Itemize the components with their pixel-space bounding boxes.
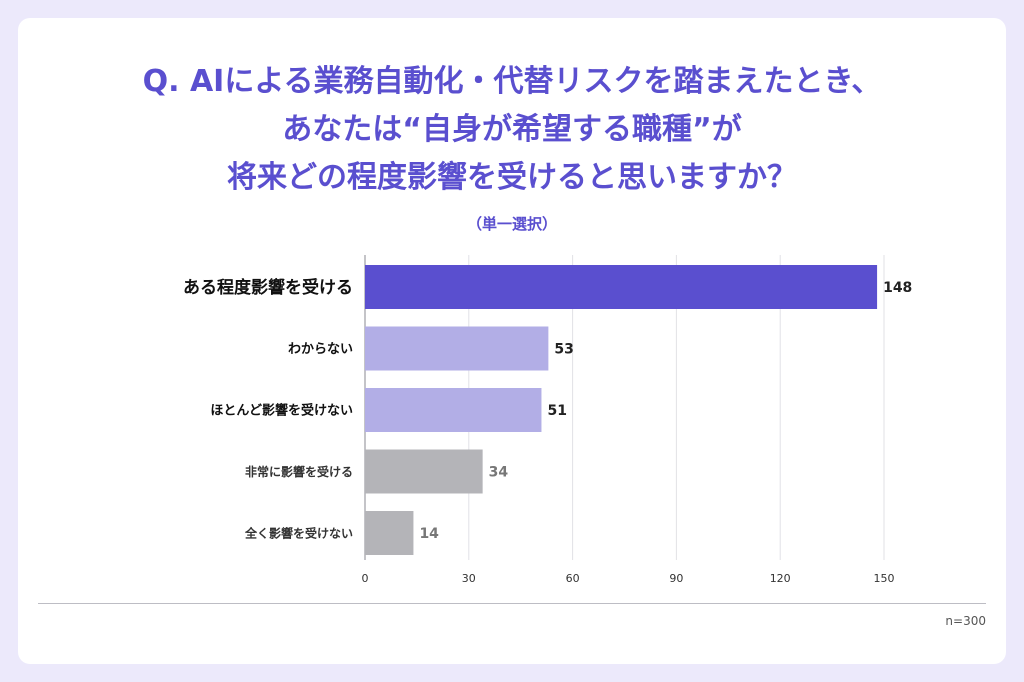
title-line-1: Q. AIによる業務自動化・代替リスクを踏まえたとき、 [142,64,882,99]
category-label: ある程度影響を受ける [183,277,353,298]
x-tick-label: 90 [669,572,683,585]
x-tick-label: 30 [462,572,476,585]
footer-divider [38,603,986,604]
category-label: 非常に影響を受ける [245,464,353,479]
data-label: 53 [554,342,573,358]
title-line-3: 将来どの程度影響を受けると思いますか？ [227,160,797,195]
bar [365,449,483,494]
bar [365,326,549,371]
category-label: 全く影響を受けない [244,525,353,540]
x-tick-label: 120 [770,572,791,585]
data-label: 34 [489,465,509,481]
x-tick-label: 150 [874,572,895,585]
bar [365,265,878,309]
title-line-2: あなたは“自身が希望する職種”が [282,112,742,147]
data-label: 148 [883,280,912,296]
category-label: わからない [288,342,353,357]
sample-size-note: n=300 [945,614,986,628]
category-label: ほとんど影響を受けない [210,403,353,419]
data-label: 51 [547,403,566,419]
data-label: 14 [419,526,439,542]
bar [365,511,414,555]
chart-title: Q. AIによる業務自動化・代替リスクを踏まえたとき、 あなたは“自身が希望する… [0,58,1024,202]
chart-subtitle: （単一選択） [466,215,557,233]
x-tick-label: 60 [566,572,580,585]
bar [365,388,542,432]
x-tick-label: 0 [362,572,369,585]
